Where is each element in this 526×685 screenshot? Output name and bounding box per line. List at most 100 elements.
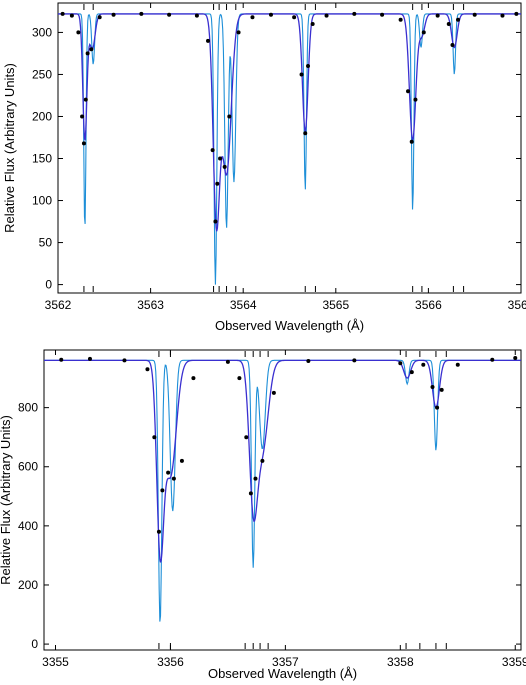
data-point (306, 64, 311, 69)
x-tick-label: 3564 (230, 298, 257, 312)
data-point (292, 15, 297, 20)
panel-top: 3562 3563 3564 3565 3566 3567 0 50 100 150 200 250… (2, 2, 526, 333)
data-point (352, 358, 357, 363)
data-point (60, 11, 65, 16)
y-tick-label: 150 (32, 152, 52, 166)
data-point (455, 362, 460, 367)
data-point (299, 72, 304, 77)
y-tick-label: 200 (18, 578, 38, 592)
data-point (145, 367, 150, 372)
plot-frame (57, 2, 522, 294)
data-point (435, 405, 440, 410)
data-point (260, 458, 265, 463)
data-point (406, 89, 411, 94)
data-point (89, 47, 94, 52)
y-tick-label: 800 (18, 401, 38, 415)
data-point (421, 362, 426, 367)
y-axis-ticks: 0 50 100 150 200 250 300 (32, 25, 521, 292)
data-point (271, 390, 276, 395)
x-tick-label: 3562 (45, 298, 72, 312)
data-point (439, 387, 444, 392)
data-point (268, 12, 273, 17)
data-point (409, 139, 414, 144)
data-point (80, 114, 85, 119)
data-point (430, 384, 435, 389)
x-axis-label: Observed Wavelength (Å) (208, 666, 357, 681)
x-tick-label: 3566 (415, 298, 442, 312)
x-tick-label: 3359 (502, 655, 526, 669)
data-point (167, 12, 172, 17)
data-point (210, 148, 215, 153)
data-point (236, 30, 241, 35)
x-axis-ticks: 3562 3563 3564 3565 3566 3567 (45, 3, 526, 312)
data-point (152, 435, 157, 440)
data-point (160, 488, 165, 493)
data-point (253, 476, 258, 481)
data-point (83, 97, 88, 102)
data-point (398, 17, 403, 22)
x-axis-label: Observed Wavelength (Å) (215, 318, 364, 333)
model-line (58, 13, 521, 232)
data-point (244, 435, 249, 440)
data-point (456, 17, 461, 22)
y-tick-label: 300 (32, 25, 52, 39)
x-tick-label: 3563 (137, 298, 164, 312)
data-point (435, 13, 440, 18)
panel-bottom: 3355 3356 3357 3358 3359 0 200 400 600 800 Obser… (0, 349, 526, 681)
x-tick-label: 3355 (42, 655, 69, 669)
plot-content (44, 351, 521, 649)
x-tick-label: 3565 (322, 298, 349, 312)
y-tick-label: 200 (32, 109, 52, 123)
data-point (352, 11, 357, 16)
data-point (69, 13, 74, 18)
data-point (156, 529, 161, 534)
data-point (446, 22, 451, 27)
data-point (59, 357, 64, 362)
data-point (237, 376, 242, 381)
plot-frame (43, 349, 522, 651)
y-axis-ticks: 0 200 400 600 800 (18, 401, 521, 651)
data-point (324, 13, 329, 18)
data-point (250, 15, 255, 20)
data-point (213, 219, 218, 224)
data-point (222, 164, 227, 169)
data-point (380, 12, 385, 17)
y-tick-label: 0 (45, 278, 52, 292)
data-point (122, 358, 127, 363)
data-point (398, 361, 403, 366)
data-point (490, 357, 495, 362)
y-tick-label: 100 (32, 194, 52, 208)
data-point (413, 97, 418, 102)
y-tick-label: 50 (39, 236, 53, 250)
x-tick-label: 3356 (157, 655, 184, 669)
data-point (225, 359, 230, 364)
data-point (472, 12, 477, 17)
y-tick-label: 250 (32, 67, 52, 81)
x-tick-label: 3567 (508, 298, 526, 312)
plot-content (58, 4, 521, 292)
data-point (87, 356, 92, 361)
data-point (139, 11, 144, 16)
data-point (76, 30, 81, 35)
data-point (303, 131, 308, 136)
data-point (81, 141, 86, 146)
data-point (166, 470, 171, 475)
data-point (500, 13, 505, 18)
data-point (513, 355, 518, 360)
data-point (206, 38, 211, 43)
data-point (215, 181, 220, 186)
data-point (218, 156, 223, 161)
data-point (179, 458, 184, 463)
data-point (111, 12, 116, 17)
data-point (450, 43, 455, 48)
y-tick-label: 400 (18, 519, 38, 533)
y-tick-label: 0 (31, 637, 38, 651)
y-axis-label: Relative Flux (Arbitrary Units) (0, 415, 13, 585)
data-point (514, 11, 519, 16)
data-point (421, 30, 426, 35)
y-tick-label: 600 (18, 460, 38, 474)
data-point (191, 376, 196, 381)
data-point (97, 15, 102, 20)
y-axis-label: Relative Flux (Arbitrary Units) (2, 63, 17, 233)
